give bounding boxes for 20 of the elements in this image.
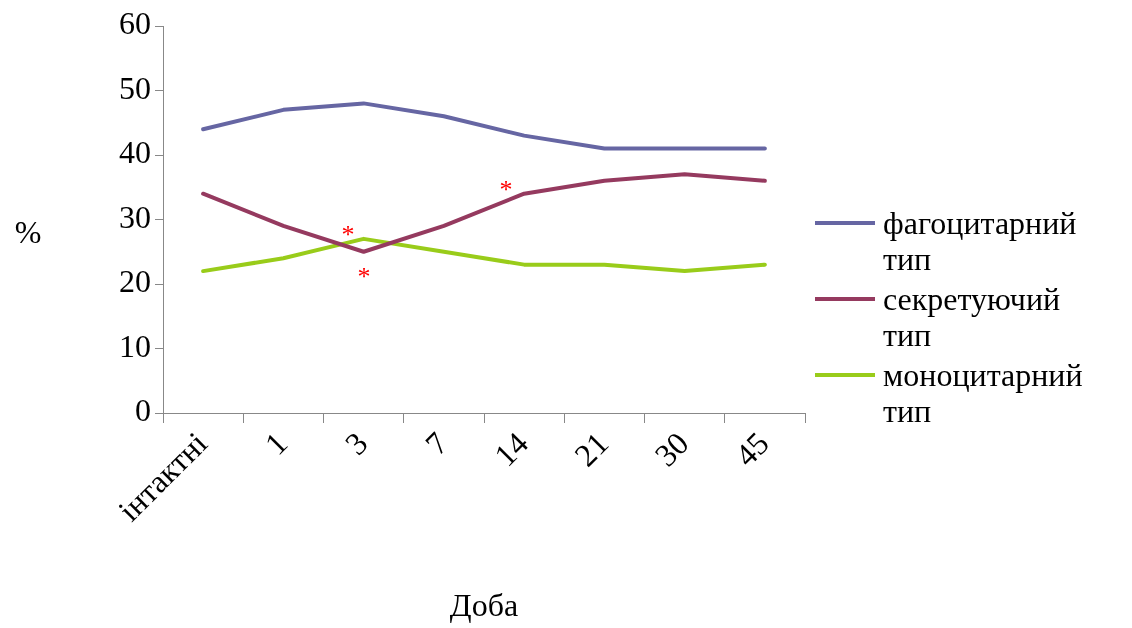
annotation: * (341, 219, 355, 249)
x-tick-label: 3 (337, 425, 375, 462)
x-tick-label: 21 (567, 425, 616, 474)
x-axis-title: Доба (449, 587, 519, 624)
y-tick-label: 10 (119, 327, 151, 364)
x-tick-label: 45 (727, 425, 776, 474)
x-tick-label: 7 (418, 425, 455, 462)
y-tick-label: 30 (119, 198, 151, 235)
y-tick-label: 60 (119, 5, 151, 42)
x-tick-label: 30 (647, 425, 696, 474)
y-tick-label: 50 (119, 69, 151, 106)
legend-label: моноцитарний тип (883, 357, 1084, 429)
y-axis-title: % (14, 213, 42, 250)
y-tick-label: 20 (119, 263, 151, 300)
y-tick-label: 0 (135, 392, 151, 429)
annotation: * (357, 261, 371, 291)
annotation: * (499, 174, 513, 204)
x-tick-label: 1 (257, 425, 295, 462)
x-tick-label: 14 (486, 425, 536, 474)
y-tick-label: 40 (119, 134, 151, 171)
